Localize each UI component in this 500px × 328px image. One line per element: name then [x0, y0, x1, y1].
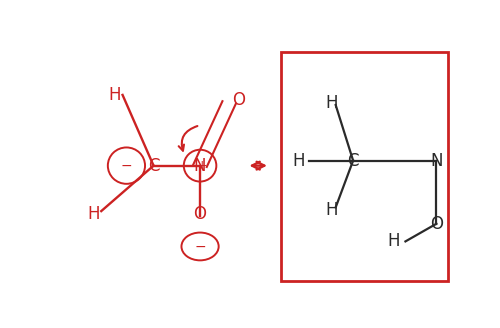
Text: H: H — [388, 233, 400, 250]
Text: H: H — [88, 205, 100, 223]
Text: O: O — [194, 205, 206, 223]
Text: O: O — [430, 215, 443, 233]
Text: N: N — [430, 152, 442, 170]
Text: C: C — [148, 157, 160, 174]
Text: −: − — [194, 239, 206, 254]
Text: H: H — [108, 86, 121, 104]
Text: −: − — [120, 159, 132, 173]
Text: O: O — [232, 91, 245, 109]
Text: +: + — [196, 159, 207, 172]
Bar — [282, 52, 448, 280]
Text: H: H — [326, 201, 338, 219]
Text: H: H — [326, 93, 338, 112]
Text: H: H — [292, 152, 305, 170]
Text: C: C — [348, 152, 359, 170]
Text: N: N — [194, 157, 206, 174]
